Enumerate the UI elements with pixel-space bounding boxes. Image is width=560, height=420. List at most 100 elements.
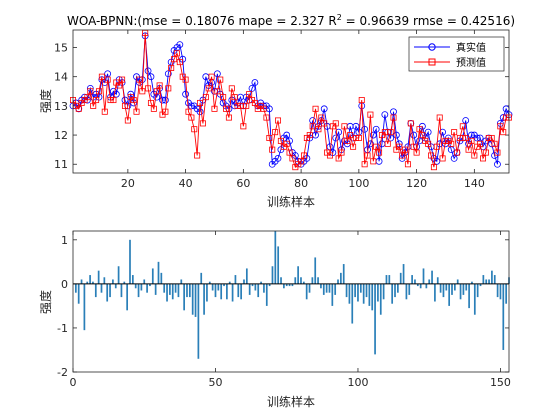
error-bar [337, 279, 339, 284]
bottom-y-tick-label: -1 [57, 322, 68, 335]
error-bar [83, 283, 86, 331]
error-bar [291, 283, 294, 287]
predicted-point [231, 94, 238, 101]
error-bar [217, 283, 220, 291]
predicted-point [321, 120, 328, 127]
predicted-point [350, 143, 357, 150]
predicted-point [228, 85, 235, 92]
error-bar [114, 283, 117, 289]
actual-point [251, 79, 259, 86]
actual-point [159, 96, 166, 104]
actual-point [147, 73, 155, 81]
top-x-tick-label: 60 [236, 177, 250, 190]
predicted-point [387, 129, 394, 136]
error-bar [462, 283, 465, 295]
error-bar [496, 283, 499, 298]
error-bar [411, 275, 413, 284]
predicted-point [289, 155, 296, 162]
error-bar [126, 283, 128, 311]
error-bar [86, 281, 89, 284]
error-bar [177, 283, 180, 298]
predicted-point [260, 105, 267, 112]
predicted-point [211, 105, 218, 112]
predicted-point [269, 146, 276, 153]
error-bar [260, 281, 262, 284]
error-bar [331, 283, 334, 306]
predicted-point [217, 76, 224, 83]
error-bar [183, 283, 185, 311]
error-bar [157, 261, 160, 284]
predicted-point [286, 149, 293, 156]
predicted-point [208, 73, 215, 80]
error-bar [425, 283, 428, 289]
error-bar [174, 283, 177, 293]
error-bar [254, 283, 257, 291]
error-bar [123, 281, 126, 284]
error-bar [226, 283, 228, 300]
error-bar [459, 283, 462, 300]
predicted-point [124, 117, 131, 124]
actual-point [283, 131, 291, 139]
predicted-point [214, 88, 221, 95]
predicted-point [341, 123, 348, 130]
predicted-point [497, 123, 504, 130]
predicted-point [390, 114, 397, 121]
bottom-x-tick-label: 0 [70, 376, 77, 389]
error-bar [345, 283, 348, 298]
predicted-point [220, 94, 227, 101]
error-bar [465, 283, 468, 291]
predicted-point [373, 143, 380, 150]
error-bar [214, 283, 217, 298]
predicted-point [197, 99, 204, 106]
predicted-point [145, 85, 152, 92]
error-bar [468, 283, 470, 309]
top-y-axis-label: 强度 [38, 89, 53, 113]
legend-marker-actual [428, 43, 436, 51]
predicted-point [425, 140, 432, 147]
error-bar [169, 283, 171, 295]
bottom-y-tick-label: 0 [61, 278, 68, 291]
error-bar [120, 283, 123, 298]
error-bar [391, 283, 394, 304]
actual-point [335, 128, 343, 136]
error-bar [402, 264, 405, 284]
error-bar [502, 283, 505, 350]
error-bar [471, 281, 473, 284]
error-bar [194, 283, 197, 317]
actual-point [410, 131, 418, 139]
error-bar [348, 283, 351, 304]
error-bar [362, 283, 365, 304]
error-bar [397, 283, 399, 293]
error-bar [134, 283, 137, 289]
actual-point [372, 125, 380, 133]
error-bar [140, 283, 143, 291]
error-bar [311, 277, 314, 284]
bottom-x-axis-label: 训练样本 [267, 394, 315, 409]
predicted-point [182, 76, 189, 83]
predicted-point [439, 155, 446, 162]
bottom-y-axis-label: 强度 [38, 290, 53, 314]
error-bar [351, 283, 354, 324]
error-bar [405, 283, 408, 300]
predicted-point [462, 134, 469, 141]
error-bar [180, 279, 183, 284]
bottom-plot-area [73, 231, 509, 372]
error-bar [388, 275, 391, 284]
bottom-y-tick-label: 1 [61, 234, 68, 247]
error-bar [188, 283, 191, 298]
predicted-point [188, 114, 195, 121]
predicted-point [312, 105, 319, 112]
predicted-point [456, 134, 463, 141]
error-bar [322, 283, 325, 295]
error-bar [186, 283, 188, 298]
error-bar [268, 283, 271, 287]
predicted-point [471, 152, 478, 159]
error-bar [419, 283, 422, 289]
top-legend: 真实值 预测值 [408, 36, 505, 72]
predicted-point [176, 59, 183, 66]
error-bar [422, 268, 425, 284]
predicted-point [283, 140, 290, 147]
error-bar [473, 283, 476, 315]
predicted-point [199, 120, 206, 127]
